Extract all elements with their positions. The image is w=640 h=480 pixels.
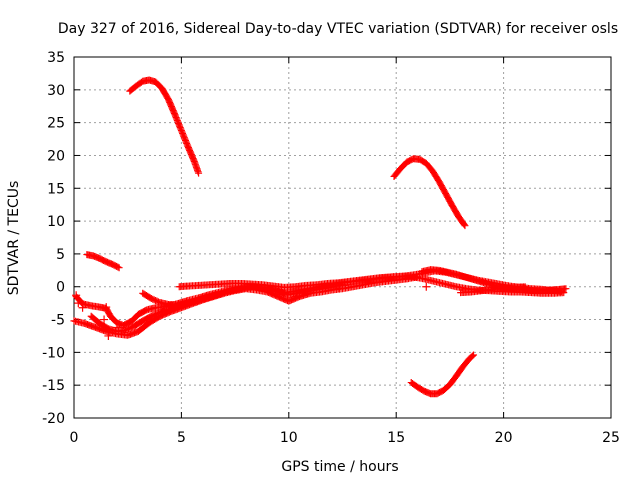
- chart-title: Day 327 of 2016, Sidereal Day-to-day VTE…: [58, 21, 618, 37]
- series-arc-mid-b: [139, 283, 276, 309]
- series-scattered-crosses: [72, 274, 431, 340]
- y-tick-label: -20: [42, 411, 65, 427]
- data-point: [114, 263, 122, 271]
- series-arc-high-early: [126, 76, 203, 177]
- x-tick-label: 25: [602, 430, 620, 446]
- y-tick-label: 10: [47, 214, 65, 230]
- x-tick-label: 15: [387, 430, 405, 446]
- data-point: [562, 285, 570, 293]
- y-tick-label: -10: [42, 345, 65, 361]
- y-tick-label: 35: [47, 50, 65, 66]
- y-tick-label: -15: [42, 378, 65, 394]
- y-tick-label: 20: [47, 148, 65, 164]
- data-points: [70, 76, 570, 398]
- series-arc-low-mid: [407, 351, 478, 398]
- y-tick-label: 15: [47, 181, 65, 197]
- y-tick-label: -5: [51, 313, 65, 329]
- y-tick-label: 0: [56, 280, 65, 296]
- y-axis-label: SDTVAR / TECUs: [6, 181, 22, 296]
- data-point: [402, 274, 411, 283]
- data-point: [195, 169, 203, 177]
- x-tick-label: 10: [280, 430, 298, 446]
- axes: 0 5 10 15 20 25 -20 -15 -10 -5 0 5 10 15 20 25 30 35: [42, 50, 620, 446]
- data-point: [115, 264, 123, 272]
- data-point: [74, 299, 83, 308]
- y-tick-label: 25: [47, 116, 65, 132]
- x-tick-label: 5: [177, 430, 186, 446]
- y-tick-label: 30: [47, 83, 65, 99]
- data-point: [461, 222, 469, 230]
- data-point: [268, 286, 276, 294]
- series-arc-early-small: [83, 251, 123, 272]
- data-point: [468, 352, 476, 360]
- data-point: [422, 282, 431, 291]
- y-tick-label: 5: [56, 247, 65, 263]
- data-point: [521, 283, 529, 291]
- x-tick-label: 0: [70, 430, 79, 446]
- data-point: [470, 351, 478, 359]
- x-tick-label: 20: [495, 430, 513, 446]
- data-point: [100, 315, 109, 324]
- data-point: [104, 331, 113, 340]
- data-point: [102, 303, 111, 312]
- data-point: [78, 303, 87, 312]
- data-point: [460, 221, 468, 229]
- data-point: [112, 323, 121, 332]
- grid-lines: [74, 57, 611, 418]
- plot-frame: [73, 56, 612, 419]
- x-axis-label: GPS time / hours: [281, 459, 398, 475]
- series-arc-high-mid: [390, 155, 469, 230]
- data-point: [72, 291, 81, 300]
- data-point: [334, 284, 343, 293]
- series-arc-late-b: [457, 283, 529, 297]
